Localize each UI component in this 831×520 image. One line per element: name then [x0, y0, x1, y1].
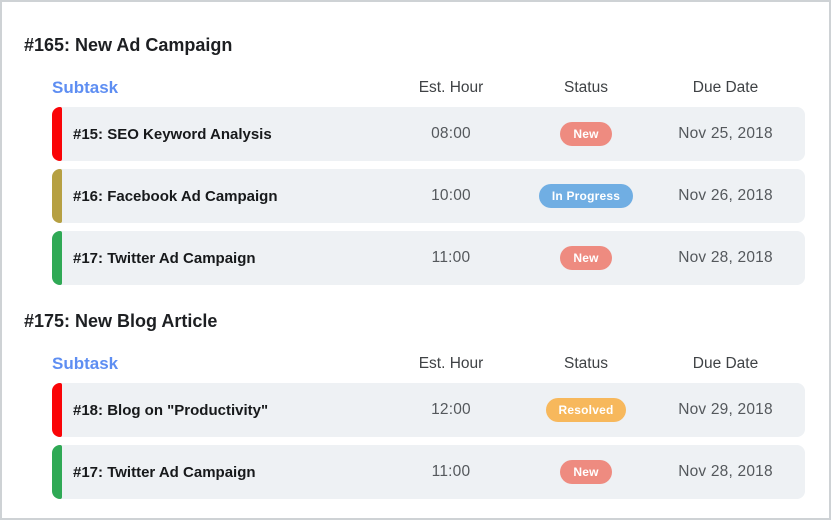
status-badge: New — [560, 460, 612, 484]
subtask-row[interactable]: #17: Twitter Ad Campaign 11:00 New Nov 2… — [52, 231, 805, 285]
status-badge: In Progress — [538, 184, 634, 208]
priority-color-bar — [52, 445, 62, 499]
subtask-status-cell: In Progress — [526, 184, 646, 208]
subtask-row[interactable]: #17: Twitter Ad Campaign 11:00 New Nov 2… — [52, 445, 805, 499]
subtask-status-cell: New — [526, 122, 646, 146]
column-header-due-date: Due Date — [692, 355, 759, 372]
subtask-status-cell: New — [526, 246, 646, 270]
priority-color-bar — [52, 383, 62, 437]
subtask-due-date: Nov 28, 2018 — [678, 249, 773, 266]
subtask-due-date: Nov 25, 2018 — [678, 125, 773, 142]
subtask-due-date: Nov 28, 2018 — [678, 463, 773, 480]
column-header-subtask: Subtask — [52, 78, 119, 97]
status-badge: New — [560, 246, 612, 270]
task-title: #165: New Ad Campaign — [24, 35, 233, 55]
subtask-status-cell: Resolved — [526, 398, 646, 422]
table-header: Subtask Est. Hour Status Due Date — [52, 354, 805, 374]
subtask-row[interactable]: #15: SEO Keyword Analysis 08:00 New Nov … — [52, 107, 805, 161]
task-title: #175: New Blog Article — [24, 311, 218, 331]
column-header-status: Status — [564, 355, 608, 372]
subtask-name: #17: Twitter Ad Campaign — [73, 249, 256, 267]
priority-color-bar — [52, 107, 62, 161]
subtask-name: #17: Twitter Ad Campaign — [73, 463, 256, 481]
status-badge: Resolved — [545, 398, 627, 422]
subtask-rows: #18: Blog on "Productivity" 12:00 Resolv… — [52, 383, 805, 499]
column-header-subtask: Subtask — [52, 354, 119, 373]
subtask-due-date: Nov 29, 2018 — [678, 401, 773, 418]
priority-color-bar — [52, 169, 62, 223]
subtask-due-date: Nov 26, 2018 — [678, 187, 773, 204]
subtask-rows: #15: SEO Keyword Analysis 08:00 New Nov … — [52, 107, 805, 285]
subtask-est-hour: 12:00 — [431, 401, 471, 418]
column-header-est-hour: Est. Hour — [418, 355, 484, 372]
status-badge: New — [560, 122, 612, 146]
task-section: #165: New Ad Campaign Subtask Est. Hour … — [2, 35, 829, 285]
column-header-est-hour: Est. Hour — [418, 79, 484, 96]
table-header: Subtask Est. Hour Status Due Date — [52, 78, 805, 98]
priority-color-bar — [52, 231, 62, 285]
subtask-name: #18: Blog on "Productivity" — [73, 401, 269, 419]
column-header-status: Status — [564, 79, 608, 96]
subtask-name: #16: Facebook Ad Campaign — [73, 187, 278, 205]
column-header-due-date: Due Date — [692, 79, 759, 96]
subtask-est-hour: 11:00 — [431, 249, 471, 266]
task-section: #175: New Blog Article Subtask Est. Hour… — [2, 311, 829, 499]
subtask-est-hour: 08:00 — [431, 125, 471, 142]
subtask-name: #15: SEO Keyword Analysis — [73, 125, 272, 143]
subtask-est-hour: 11:00 — [431, 463, 471, 480]
subtask-est-hour: 10:00 — [431, 187, 471, 204]
subtask-row[interactable]: #16: Facebook Ad Campaign 10:00 In Progr… — [52, 169, 805, 223]
subtask-status-cell: New — [526, 460, 646, 484]
subtask-row[interactable]: #18: Blog on "Productivity" 12:00 Resolv… — [52, 383, 805, 437]
